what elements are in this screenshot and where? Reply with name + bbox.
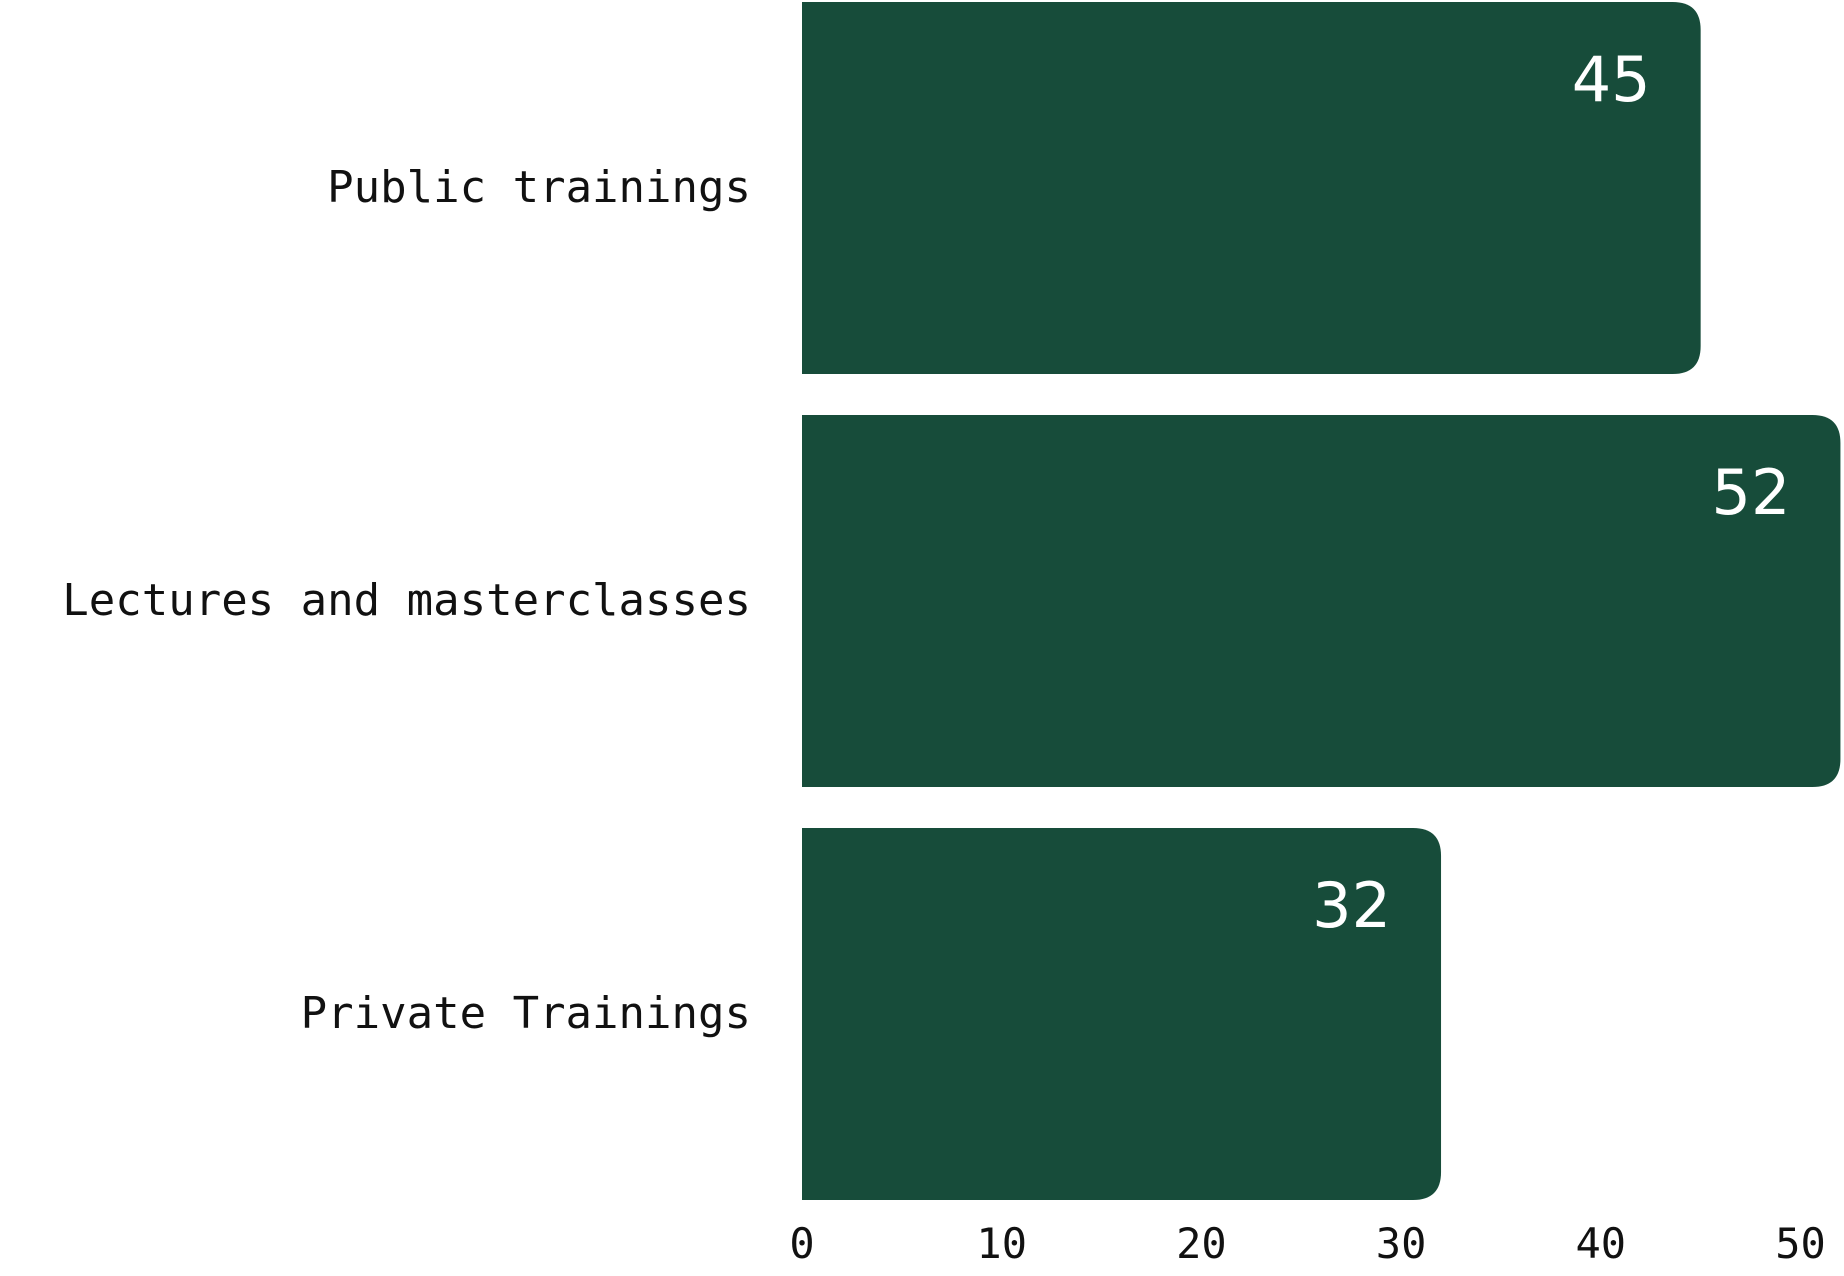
bar-3 <box>802 828 1442 1200</box>
bar-2 <box>802 415 1841 787</box>
x-tick-label-40: 40 <box>1576 1219 1627 1268</box>
value-labels-layer: 45 52 32 <box>1312 43 1790 942</box>
category-label-1: Public trainings <box>327 162 751 213</box>
bars-layer <box>802 2 1841 1200</box>
category-labels-layer: Public trainings Lectures and masterclass… <box>62 162 751 1039</box>
category-label-3: Private Trainings <box>301 988 751 1039</box>
x-tick-label-20: 20 <box>1176 1219 1227 1268</box>
x-tick-label-30: 30 <box>1376 1219 1427 1268</box>
bar-value-label-2: 52 <box>1712 456 1791 529</box>
x-tick-label-10: 10 <box>976 1219 1027 1268</box>
x-tick-label-50: 50 <box>1775 1219 1826 1268</box>
bar-value-label-3: 32 <box>1312 869 1391 942</box>
x-tick-label-0: 0 <box>789 1219 814 1268</box>
bar-value-label-1: 45 <box>1572 43 1651 116</box>
category-label-2: Lectures and masterclasses <box>62 575 751 626</box>
x-axis: 0 10 20 30 40 50 <box>789 1219 1825 1268</box>
bar-1 <box>802 2 1701 374</box>
